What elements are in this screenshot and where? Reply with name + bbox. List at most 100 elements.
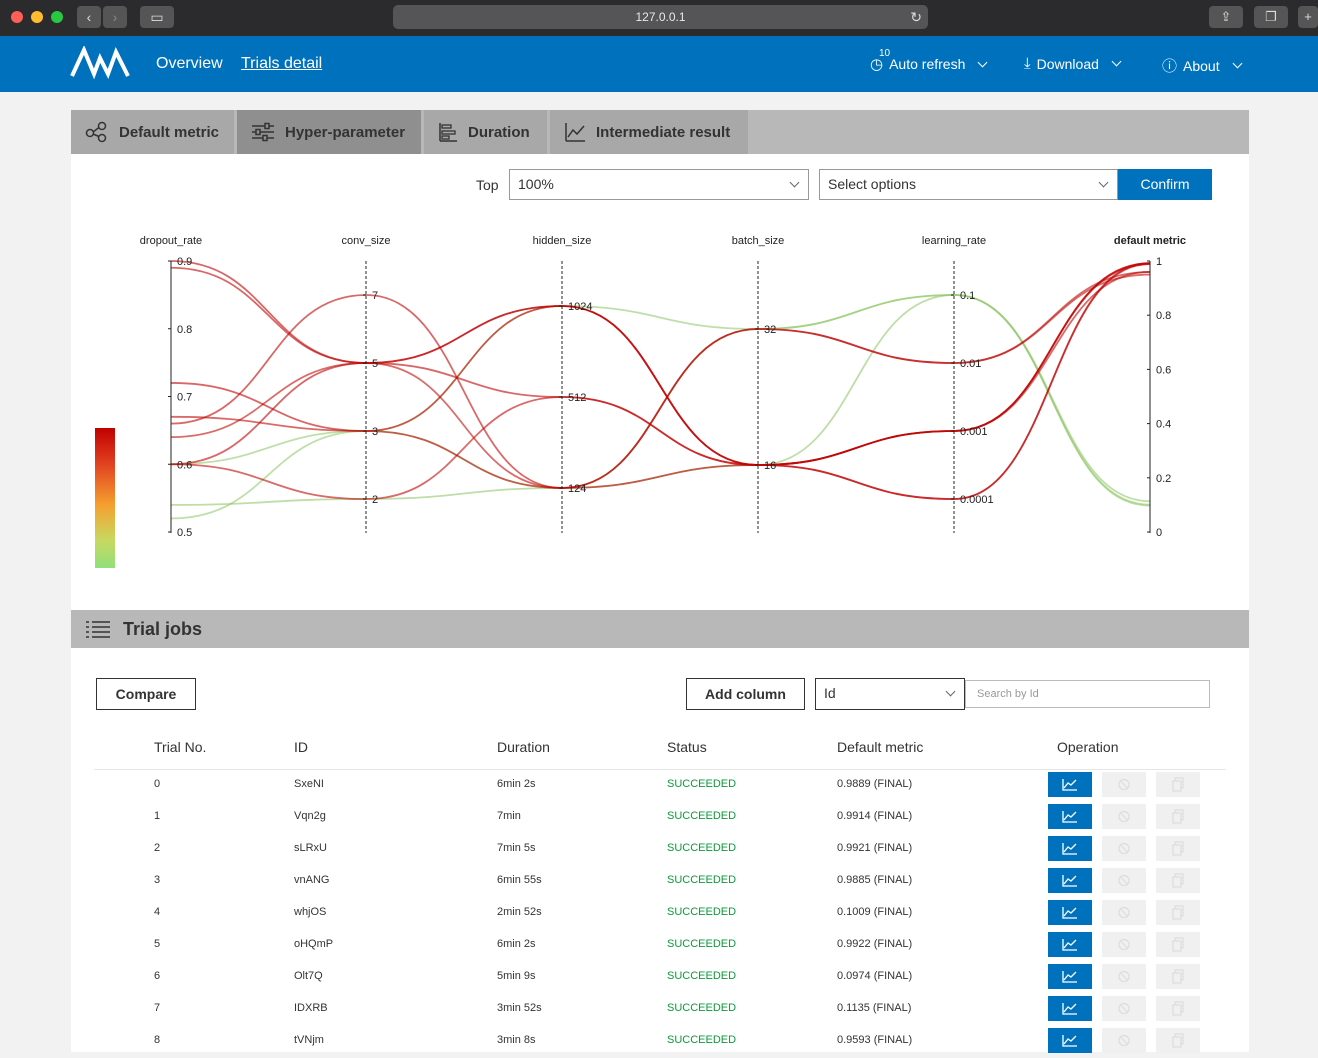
add-column-button[interactable]: Add column	[686, 678, 805, 710]
copy-trial-button[interactable]	[1156, 836, 1200, 861]
copy-trial-button[interactable]	[1156, 900, 1200, 925]
table-row[interactable]: 1 Vqn2g 7min SUCCEEDED 0.9914 (FINAL)	[71, 801, 1249, 833]
table-row[interactable]: 2 sLRxU 7min 5s SUCCEEDED 0.9921 (FINAL)	[71, 833, 1249, 865]
tab-intermediate-result[interactable]: Intermediate result	[550, 110, 748, 154]
nav-trials-detail[interactable]: Trials detail	[241, 55, 323, 72]
trial-no-cell: 1	[154, 810, 161, 822]
column-header-duration[interactable]: Duration	[497, 739, 550, 755]
maximize-window-button[interactable]	[51, 11, 63, 23]
top-percent-select[interactable]: 100%	[509, 169, 809, 200]
copy-trial-button[interactable]	[1156, 932, 1200, 957]
kill-trial-button[interactable]	[1102, 836, 1146, 861]
table-row[interactable]: 5 oHQmP 6min 2s SUCCEEDED 0.9922 (FINAL)	[71, 929, 1249, 961]
copy-trial-button[interactable]	[1156, 964, 1200, 989]
kill-trial-button[interactable]	[1102, 932, 1146, 957]
table-row[interactable]: 7 IDXRB 3min 52s SUCCEEDED 0.1135 (FINAL)	[71, 993, 1249, 1025]
reload-icon[interactable]: ↻	[910, 9, 922, 25]
copy-trial-button[interactable]	[1156, 772, 1200, 797]
kill-trial-button[interactable]	[1102, 804, 1146, 829]
default-metric-cell: 0.9889 (FINAL)	[837, 778, 913, 790]
default-metric-cell: 0.9593 (FINAL)	[837, 1034, 913, 1046]
back-button[interactable]: ‹	[77, 6, 101, 28]
tick-label: 0.6	[1156, 364, 1171, 376]
status-cell: SUCCEEDED	[667, 778, 737, 790]
table-row[interactable]: 0 SxeNI 6min 2s SUCCEEDED 0.9889 (FINAL)	[71, 769, 1249, 801]
copy-icon	[1172, 809, 1184, 824]
detail-chart-button[interactable]	[1048, 1028, 1092, 1053]
detail-chart-button[interactable]	[1048, 868, 1092, 893]
copy-trial-button[interactable]	[1156, 804, 1200, 829]
search-input[interactable]: Search by Id	[965, 680, 1210, 708]
tab-label: Default metric	[119, 123, 220, 141]
copy-icon	[1172, 1001, 1184, 1016]
detail-chart-button[interactable]	[1048, 804, 1092, 829]
detail-chart-button[interactable]	[1048, 900, 1092, 925]
nni-logo[interactable]	[70, 46, 130, 80]
table-row[interactable]: 8 tVNjm 3min 8s SUCCEEDED 0.9593 (FINAL)	[71, 1025, 1249, 1057]
duration-cell: 2min 52s	[497, 906, 542, 918]
download-dropdown[interactable]: ⤓ Download	[1024, 55, 1122, 72]
duration-cell: 7min 5s	[497, 842, 536, 854]
share-icon[interactable]: ⇪	[1209, 6, 1243, 28]
copy-trial-button[interactable]	[1156, 996, 1200, 1021]
about-dropdown[interactable]: ⓘ About	[1162, 55, 1243, 76]
tick-label: 0.0001	[960, 494, 994, 506]
table-row[interactable]: 3 vnANG 6min 55s SUCCEEDED 0.9885 (FINAL)	[71, 865, 1249, 897]
trial-no-cell: 7	[154, 1002, 161, 1014]
nav-overview[interactable]: Overview	[156, 55, 223, 72]
detail-chart-button[interactable]	[1048, 932, 1092, 957]
duration-cell: 3min 8s	[497, 1034, 536, 1046]
detail-chart-button[interactable]	[1048, 772, 1092, 797]
trial-id-cell: whjOS	[294, 906, 327, 918]
sidebar-toggle-icon[interactable]: ▭	[140, 6, 174, 28]
compare-button[interactable]: Compare	[96, 678, 196, 710]
address-bar[interactable]: 127.0.0.1 ↻	[393, 5, 928, 29]
auto-refresh-dropdown[interactable]: ◷ 10 Auto refresh	[870, 48, 988, 73]
table-row[interactable]: 6 Olt7Q 5min 9s SUCCEEDED 0.0974 (FINAL)	[71, 961, 1249, 993]
kill-trial-button[interactable]	[1102, 772, 1146, 797]
detail-chart-button[interactable]	[1048, 836, 1092, 861]
top-label: Top	[476, 177, 499, 193]
detail-chart-button[interactable]	[1048, 964, 1092, 989]
line-chart-icon	[1062, 971, 1077, 983]
tick-label: 7	[372, 290, 378, 302]
column-header-status[interactable]: Status	[667, 739, 707, 755]
kill-trial-button[interactable]	[1102, 996, 1146, 1021]
tab-hyper-parameter[interactable]: Hyper-parameter	[237, 110, 421, 154]
forward-button[interactable]: ›	[103, 6, 127, 28]
tick-label: 2	[372, 494, 378, 506]
new-tab-icon[interactable]: +	[1298, 6, 1318, 28]
column-header-trial-no[interactable]: Trial No.	[154, 739, 207, 755]
kill-trial-button[interactable]	[1102, 868, 1146, 893]
hyperparameter-options-select[interactable]: Select options	[819, 169, 1118, 200]
detail-chart-button[interactable]	[1048, 996, 1092, 1021]
column-header-id[interactable]: ID	[294, 739, 308, 755]
tick-label: 0.6	[177, 459, 192, 471]
axis-label: conv_size	[342, 235, 391, 247]
line-chart-icon	[1062, 939, 1077, 951]
tabs-overview-icon[interactable]: ❐	[1254, 6, 1288, 28]
duration-cell: 6min 2s	[497, 778, 536, 790]
axis-label: learning_rate	[922, 235, 986, 247]
copy-trial-button[interactable]	[1156, 1028, 1200, 1053]
line-chart-icon	[1062, 907, 1077, 919]
stop-icon	[1118, 842, 1130, 855]
column-header-default-metric[interactable]: Default metric	[837, 739, 924, 755]
table-row[interactable]: 4 whjOS 2min 52s SUCCEEDED 0.1009 (FINAL)	[71, 897, 1249, 929]
tick-label: 0.8	[177, 324, 192, 336]
kill-trial-button[interactable]	[1102, 900, 1146, 925]
tab-label: Hyper-parameter	[285, 123, 406, 141]
tab-duration[interactable]: Duration	[424, 110, 547, 154]
search-field-select[interactable]: Id	[815, 678, 965, 710]
kill-trial-button[interactable]	[1102, 964, 1146, 989]
close-window-button[interactable]	[11, 11, 23, 23]
tab-default-metric[interactable]: Default metric	[71, 110, 234, 154]
copy-icon	[1172, 905, 1184, 920]
minimize-window-button[interactable]	[31, 11, 43, 23]
copy-trial-button[interactable]	[1156, 868, 1200, 893]
chevron-down-icon	[1111, 56, 1122, 67]
axis-label: dropout_rate	[140, 235, 202, 247]
stop-icon	[1118, 970, 1130, 983]
confirm-button[interactable]: Confirm	[1118, 169, 1212, 200]
kill-trial-button[interactable]	[1102, 1028, 1146, 1053]
